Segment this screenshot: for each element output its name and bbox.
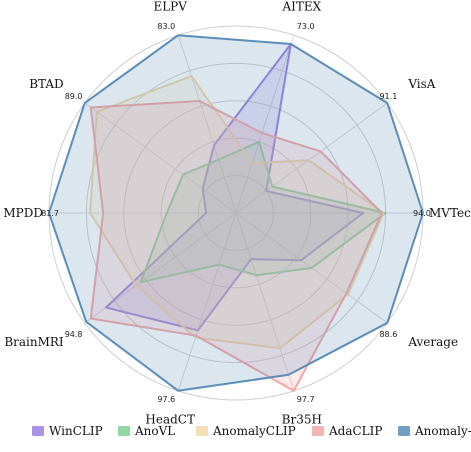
axis-label-btad: BTAD	[29, 77, 63, 91]
axis-max-label: 83.0	[157, 22, 175, 31]
axis-label-elpv: ELPV	[153, 0, 187, 13]
axis-spoke	[84, 102, 237, 214]
series-layer	[48, 34, 424, 392]
legend-label: AnomalyCLIP	[212, 424, 296, 438]
axis-spoke	[235, 212, 295, 392]
series-anomalyclip	[89, 75, 385, 350]
axis-label-average: Average	[407, 335, 458, 349]
legend-label: AnoVL	[134, 424, 175, 438]
legend-item-anomaly-ov: Anomaly-OV	[398, 424, 471, 438]
axis-label-mvtec: MVTec	[429, 206, 471, 220]
legend-swatch	[398, 426, 410, 436]
legend-swatch	[118, 426, 130, 436]
axis-spoke	[235, 34, 295, 214]
axis-spoke	[177, 34, 237, 214]
legend-item-anomalyclip: AnomalyCLIP	[196, 424, 296, 438]
legend-item-adaclip: AdaCLIP	[312, 424, 382, 438]
axis-spoke	[235, 102, 388, 214]
axis-max-labels: 94.0 91.1 73.0 83.0 89.0 81.7 94.8 97.6 97.7 88.6	[41, 22, 431, 404]
axis-label-visa: VisA	[407, 77, 435, 91]
axis-max-label: 94.0	[413, 209, 431, 218]
legend-item-anovl: AnoVL	[118, 424, 175, 438]
legend-label: AdaCLIP	[328, 424, 382, 438]
axis-max-label: 81.7	[41, 209, 59, 218]
axis-label-mpdd: MPDD	[3, 206, 43, 220]
legend-label: WinCLIP	[49, 424, 103, 438]
legend-swatch	[32, 426, 44, 436]
axis-spoke	[177, 212, 237, 392]
axis-max-label: 88.6	[379, 330, 397, 339]
legend-swatch	[196, 426, 208, 436]
axis-label-brainmri: BrainMRI	[4, 335, 64, 349]
axis-max-label: 94.8	[65, 330, 83, 339]
axis-label-aitex: AITEX	[281, 0, 321, 13]
legend: WinCLIP AnoVL AnomalyCLIP AdaCLIP Anomaly-OV	[32, 424, 471, 438]
legend-swatch	[312, 426, 324, 436]
axis-max-label: 97.7	[297, 395, 315, 404]
axis-label-headct: HeadCT	[145, 413, 195, 427]
axis-label-br35h: Br35H	[282, 413, 322, 427]
axis-max-label: 89.0	[65, 92, 83, 101]
series-anomaly-ov	[48, 34, 424, 392]
axis-max-label: 91.1	[379, 92, 397, 101]
series-winclip	[104, 43, 365, 332]
axis-labels: MVTec VisA AITEX ELPV BTAD MPDD BrainMRI HeadCT…	[3, 0, 471, 427]
legend-label: Anomaly-OV	[414, 424, 471, 438]
axis-max-label: 97.6	[157, 395, 175, 404]
series-adaclip	[89, 100, 383, 392]
axis-max-label: 73.0	[297, 22, 315, 31]
legend-item-winclip: WinCLIP	[32, 424, 103, 438]
